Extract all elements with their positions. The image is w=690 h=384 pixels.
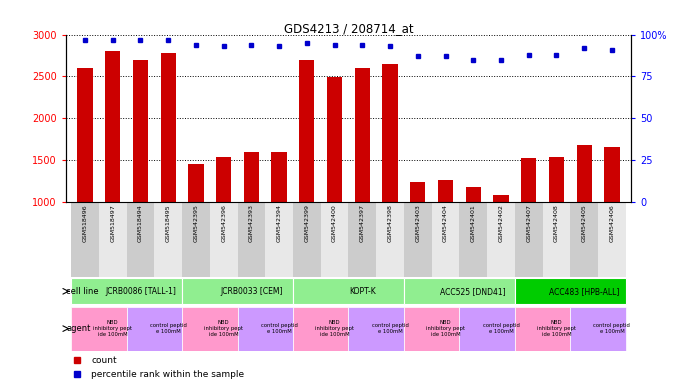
Text: GSM542402: GSM542402 [498,204,504,242]
Bar [182,278,293,305]
Text: GSM542403: GSM542403 [415,204,420,242]
Bar [348,202,376,277]
Text: control peptid
e 100mM: control peptid e 100mM [482,323,520,334]
Bar [348,307,404,351]
Bar [542,202,571,277]
Bar [210,202,237,277]
Bar [237,307,293,351]
Bar [237,202,265,277]
Text: GSM518497: GSM518497 [110,204,115,242]
Bar [487,202,515,277]
Bar [515,307,571,351]
Text: GSM542395: GSM542395 [193,204,199,242]
Bar [126,202,155,277]
Text: GSM518496: GSM518496 [83,204,88,242]
Text: GSM542407: GSM542407 [526,204,531,242]
Text: GSM518494: GSM518494 [138,204,143,242]
Bar [327,77,342,202]
Text: GSM542400: GSM542400 [332,204,337,242]
Text: KOPT-K: KOPT-K [349,287,375,296]
Bar [188,164,204,202]
Text: ACC483 [HPB-ALL]: ACC483 [HPB-ALL] [549,287,620,296]
Bar [99,202,126,277]
Text: GSM542404: GSM542404 [443,204,448,242]
Text: GSM542397: GSM542397 [359,204,365,242]
Bar [293,307,348,351]
Bar [244,152,259,202]
Bar [376,202,404,277]
Text: NBD
inhibitory pept
ide 100mM: NBD inhibitory pept ide 100mM [537,320,576,337]
Bar [293,202,321,277]
Bar [126,307,182,351]
Bar [466,187,481,202]
Bar [355,68,370,202]
Bar [432,202,460,277]
Text: count: count [91,356,117,364]
Bar [71,307,126,351]
Bar [404,278,515,305]
Bar [382,64,397,202]
Bar [493,195,509,202]
Text: GSM542406: GSM542406 [609,204,614,242]
Text: GSM542408: GSM542408 [554,204,559,242]
Bar [460,202,487,277]
Bar [265,202,293,277]
Text: control peptid
e 100mM: control peptid e 100mM [261,323,297,334]
Text: NBD
inhibitory pept
ide 100mM: NBD inhibitory pept ide 100mM [93,320,132,337]
Text: control peptid
e 100mM: control peptid e 100mM [372,323,408,334]
Bar [515,202,542,277]
Text: GSM542394: GSM542394 [277,204,282,242]
Text: NBD
inhibitory pept
ide 100mM: NBD inhibitory pept ide 100mM [204,320,243,337]
Bar [182,202,210,277]
Text: GSM542401: GSM542401 [471,204,476,242]
Bar [293,278,404,305]
Bar [515,278,626,305]
Text: JCRB0033 [CEM]: JCRB0033 [CEM] [220,287,283,296]
Bar [404,202,432,277]
Bar [161,53,176,202]
Bar [321,202,348,277]
Text: JCRB0086 [TALL-1]: JCRB0086 [TALL-1] [105,287,176,296]
Bar [132,60,148,202]
Text: GSM542393: GSM542393 [249,204,254,242]
Bar [577,145,592,202]
Title: GDS4213 / 208714_at: GDS4213 / 208714_at [284,22,413,35]
Bar [549,157,564,202]
Text: GSM518495: GSM518495 [166,204,170,242]
Text: GSM542398: GSM542398 [388,204,393,242]
Bar [571,307,626,351]
Bar [410,182,426,202]
Text: NBD
inhibitory pept
ide 100mM: NBD inhibitory pept ide 100mM [426,320,465,337]
Bar [71,278,182,305]
Bar [460,307,515,351]
Text: GSM542396: GSM542396 [221,204,226,242]
Bar [216,157,231,202]
Bar [404,307,460,351]
Bar [182,307,237,351]
Bar [598,202,626,277]
Bar [71,202,99,277]
Bar [299,60,315,202]
Text: NBD
inhibitory pept
ide 100mM: NBD inhibitory pept ide 100mM [315,320,354,337]
Bar [77,68,92,202]
Text: agent: agent [66,324,90,333]
Bar [521,158,536,202]
Bar [438,180,453,202]
Bar [571,202,598,277]
Bar [105,51,120,202]
Text: control peptid
e 100mM: control peptid e 100mM [593,323,631,334]
Text: GSM542399: GSM542399 [304,204,309,242]
Bar [271,152,287,202]
Text: cell line: cell line [66,287,99,296]
Text: percentile rank within the sample: percentile rank within the sample [91,370,244,379]
Bar [155,202,182,277]
Bar [604,147,620,202]
Text: control peptid
e 100mM: control peptid e 100mM [150,323,186,334]
Text: GSM542405: GSM542405 [582,204,586,242]
Text: ACC525 [DND41]: ACC525 [DND41] [440,287,506,296]
